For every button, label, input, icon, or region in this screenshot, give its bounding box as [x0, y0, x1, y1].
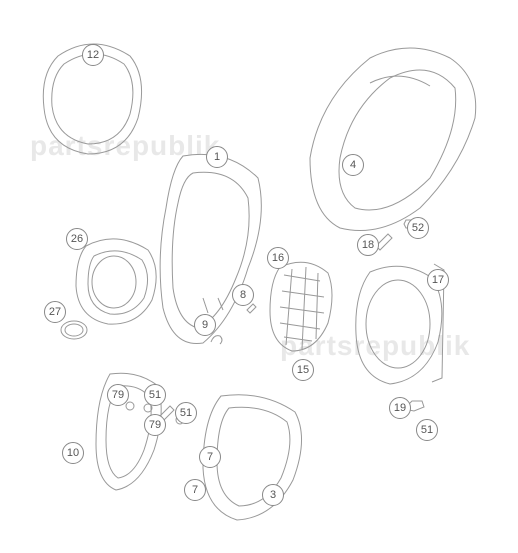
- callout-16-5: 16: [267, 247, 289, 269]
- callout-15-11: 15: [292, 359, 314, 381]
- part-clamp-ring: [58, 318, 90, 342]
- callout-7-19: 7: [199, 446, 221, 468]
- callout-9-10: 9: [194, 314, 216, 336]
- callout-3-21: 3: [262, 484, 284, 506]
- callout-4-2: 4: [342, 154, 364, 176]
- callout-51-18: 51: [416, 419, 438, 441]
- callout-17-7: 17: [427, 269, 449, 291]
- callout-18-6: 18: [357, 234, 379, 256]
- callout-12-0: 12: [82, 44, 104, 66]
- parts-diagram: partsrepublik partsrepublik: [0, 0, 518, 553]
- callout-8-9: 8: [232, 284, 254, 306]
- callout-51-13: 51: [144, 384, 166, 406]
- callout-27-8: 27: [44, 301, 66, 323]
- callout-7-20: 7: [184, 479, 206, 501]
- callout-79-12: 79: [107, 384, 129, 406]
- callout-79-14: 79: [144, 414, 166, 436]
- callout-1-1: 1: [206, 146, 228, 168]
- callout-26-4: 26: [66, 228, 88, 250]
- callout-52-3: 52: [407, 217, 429, 239]
- callout-10-16: 10: [62, 442, 84, 464]
- part-rear-fender: [300, 38, 495, 248]
- part-filter-cage: [262, 255, 342, 360]
- callout-51-15: 51: [175, 402, 197, 424]
- callout-19-17: 19: [389, 397, 411, 419]
